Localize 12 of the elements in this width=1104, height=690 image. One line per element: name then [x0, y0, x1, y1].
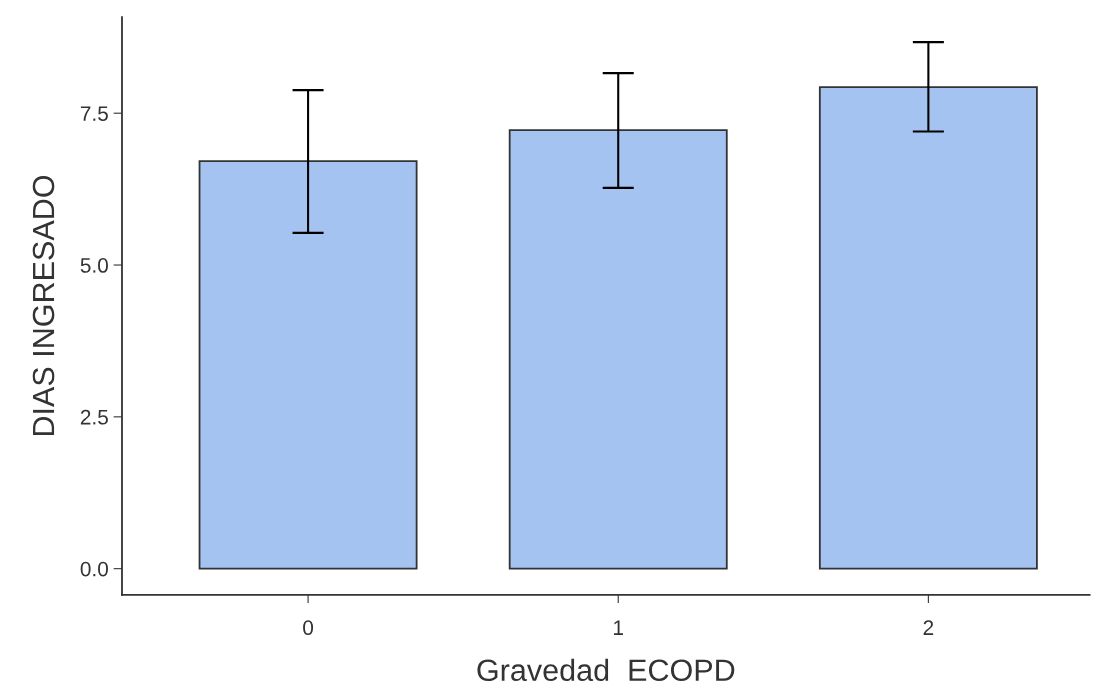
x-tick-label: 0 — [303, 620, 314, 636]
y-axis-title: DIAS INGRESADO — [32, 175, 55, 436]
bar — [508, 129, 728, 570]
x-tick-label: 1 — [614, 620, 623, 635]
x-tick-label: 2 — [923, 620, 934, 635]
y-tick-label: 7.5 — [80, 106, 108, 121]
bar — [818, 86, 1038, 570]
y-tick-label: 5.0 — [80, 258, 108, 273]
y-tick-label: 0.0 — [80, 561, 108, 577]
y-tick-label: 2.5 — [80, 409, 108, 425]
x-axis-title: Gravedad ECOPD — [477, 658, 735, 682]
bar — [198, 160, 418, 570]
